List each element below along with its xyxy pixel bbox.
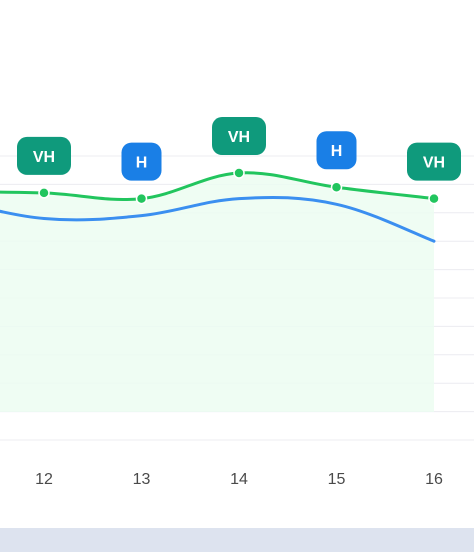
x-tick-label: 12 [35, 471, 53, 488]
badge-vh: VH [212, 117, 266, 156]
badge-h: H [121, 142, 162, 181]
badge-label: VH [423, 155, 445, 172]
chart-badges-layer: VH H VH H VH [17, 117, 461, 181]
x-tick-label: 14 [230, 471, 248, 488]
badge-label: H [136, 155, 148, 172]
badge-vh: VH [407, 142, 461, 181]
x-tick-label: 13 [133, 471, 151, 488]
x-tick-label: 15 [328, 471, 346, 488]
data-point[interactable] [38, 187, 50, 199]
data-point[interactable] [233, 167, 245, 179]
chart-lines-layer [0, 171, 436, 243]
badge-vh: VH [17, 136, 71, 175]
data-point[interactable] [330, 181, 343, 193]
data-point[interactable] [428, 192, 440, 205]
badge-label: VH [33, 149, 55, 166]
series-line-0 [0, 171, 436, 202]
x-tick-label: 16 [425, 471, 443, 488]
bottom-panel-edge [0, 528, 474, 552]
series-line-1 [0, 195, 436, 243]
chart-markers-layer [38, 167, 440, 205]
badge-label: VH [228, 129, 250, 146]
series-area-0 [0, 172, 434, 412]
chart-area-layer [0, 172, 434, 412]
badge-h: H [316, 131, 357, 170]
data-point[interactable] [135, 192, 148, 205]
x-axis-ticks: 12 13 14 15 16 [35, 471, 443, 488]
badge-label: H [331, 143, 343, 160]
